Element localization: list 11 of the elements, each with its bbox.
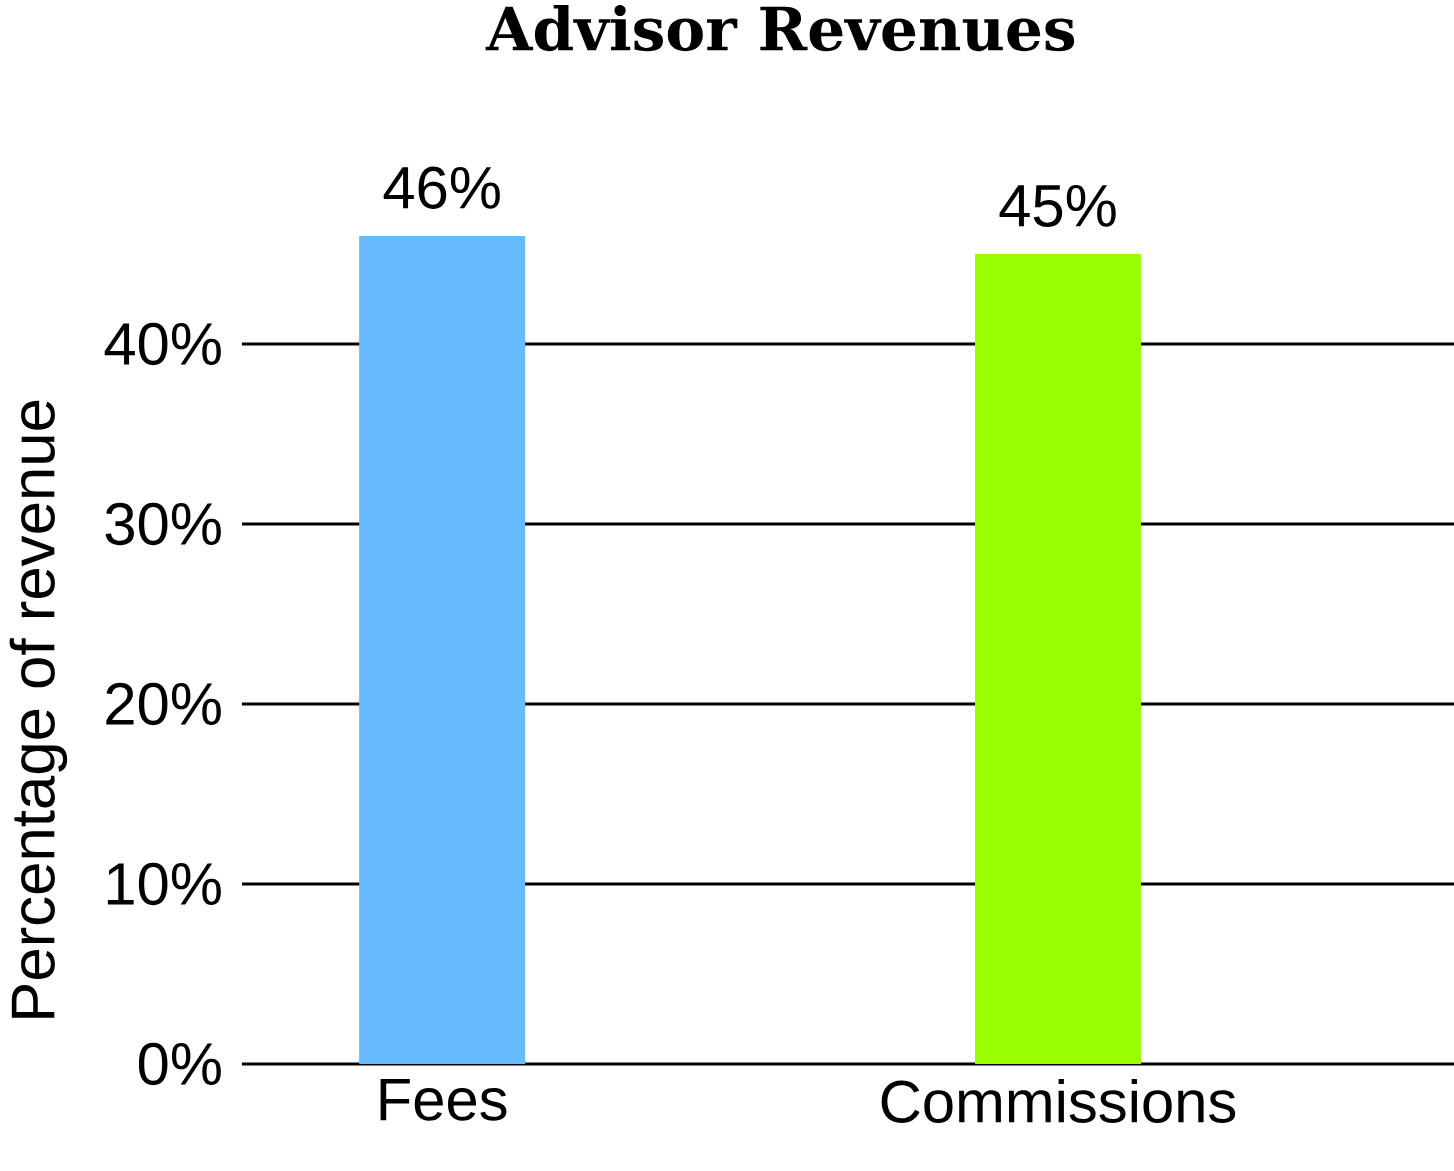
y-tick-label: 40%: [104, 322, 221, 366]
data-label: 45%: [999, 184, 1116, 227]
y-tick-label: 0%: [138, 1042, 221, 1086]
x-tick-label: Fees: [380, 1079, 507, 1121]
y-axis-title: Percentage of revenue: [9, 400, 68, 1018]
chart-title: Advisor Revenues: [485, 4, 1075, 52]
x-tick-label: Commissions: [881, 1079, 1236, 1123]
data-label: 46%: [383, 166, 500, 209]
y-tick-label: 10%: [107, 862, 221, 906]
y-tick-label: 30%: [105, 502, 221, 546]
y-tick-label: 20%: [106, 682, 221, 726]
